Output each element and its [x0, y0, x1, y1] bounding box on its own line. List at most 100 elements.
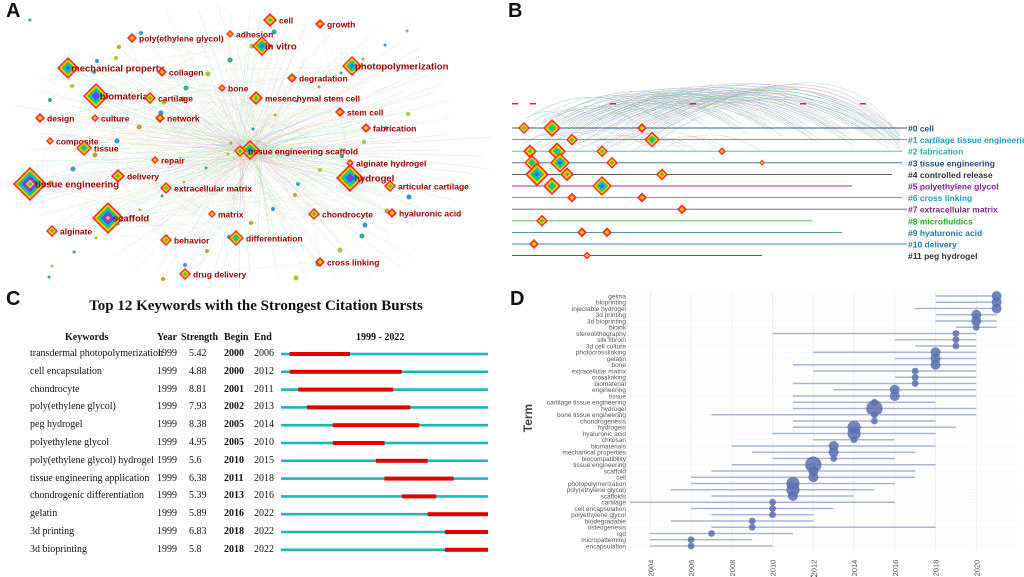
network-edge	[261, 56, 307, 148]
network-small-node	[362, 140, 366, 144]
network-small-node	[249, 221, 253, 225]
network-edge	[197, 89, 260, 142]
timeline-node-ring	[610, 160, 614, 165]
network-edge	[94, 77, 293, 119]
network-edge	[246, 149, 308, 280]
timeline-arc	[638, 86, 901, 143]
timeline-arc	[561, 87, 901, 146]
network-edge	[51, 150, 241, 232]
network-edge	[67, 67, 393, 214]
network-keyword-label: cell	[279, 16, 293, 26]
term-point	[952, 330, 960, 337]
network-edge	[100, 137, 248, 160]
burst-end-cell: 2006	[254, 348, 274, 359]
network-edge	[83, 141, 245, 151]
network-edge	[240, 18, 260, 154]
burst-year-cell: 1999	[157, 526, 177, 537]
term-label: tissue engineering	[573, 462, 626, 469]
network-edge	[161, 65, 353, 73]
term-label: biodegradable	[585, 518, 627, 525]
network-node-ring	[159, 69, 165, 75]
network-node	[315, 257, 325, 267]
burst-bar	[375, 458, 428, 463]
network-edge	[243, 155, 387, 158]
network-keyword-label: scaffold	[113, 214, 150, 225]
timeline-arc	[547, 92, 766, 128]
network-node	[155, 113, 165, 123]
burst-end-cell: 2012	[254, 365, 274, 377]
network-edge	[339, 111, 391, 187]
burst-keyword-cell: 3d printing	[30, 526, 75, 537]
network-edge	[131, 33, 231, 39]
network-node	[342, 56, 362, 76]
timeline-node	[718, 147, 726, 156]
network-edge	[154, 159, 393, 214]
network-edge	[62, 63, 257, 157]
network-edge	[144, 40, 257, 157]
network-keyword-label: alginate hydrogel	[356, 159, 426, 169]
timeline-node	[637, 123, 647, 133]
network-keyword-label: tissue	[94, 144, 119, 154]
burst-end-cell: 2022	[254, 543, 274, 555]
timeline-cluster-label: #9 hyaluronic acid	[908, 228, 982, 238]
network-edge	[246, 149, 402, 269]
timeline-node-ring	[639, 125, 645, 131]
timeline-arc	[617, 92, 796, 122]
network-small-node	[70, 166, 76, 172]
term-label: hydrogel	[601, 406, 626, 413]
header-range: 1999 - 2022	[356, 332, 405, 343]
burst-baseline	[281, 548, 488, 552]
x-tick-label: 2006	[687, 560, 696, 577]
network-edge	[218, 152, 254, 235]
network-node	[387, 208, 397, 218]
timeline-year-marker	[512, 103, 518, 105]
timeline-node	[543, 119, 561, 137]
network-edge	[40, 133, 248, 148]
term-point	[687, 536, 695, 544]
timeline-node	[644, 131, 660, 148]
network-edge	[29, 37, 133, 185]
network-edge	[89, 149, 239, 160]
network-edge	[158, 158, 239, 283]
timeline-node-ring	[720, 149, 724, 154]
network-node	[83, 83, 109, 109]
network-edge	[243, 155, 305, 190]
timeline-node-ring	[585, 253, 589, 258]
burst-keyword-cell: chondrocyte	[30, 383, 80, 395]
network-keyword-label: degradation	[299, 74, 348, 84]
network-edge	[252, 155, 335, 186]
timeline-cluster-label: #11 peg hydrogel	[908, 251, 977, 261]
network-edge	[94, 117, 156, 161]
network-small-node	[161, 99, 167, 105]
timeline-arc	[568, 87, 874, 137]
network-edge	[107, 162, 351, 219]
term-point	[830, 455, 838, 462]
timeline-cluster-label: #8 microfluidics	[908, 216, 973, 226]
burst-baseline	[281, 495, 488, 498]
network-edge	[154, 45, 263, 161]
burst-end-cell: 2015	[254, 454, 274, 466]
panel-label-a: A	[6, 0, 21, 22]
network-edge	[256, 152, 263, 247]
network-edge	[165, 187, 393, 214]
burst-keyword-cell: tissue engineering application	[30, 472, 150, 484]
timeline-arc	[631, 89, 868, 128]
network-edge	[107, 56, 242, 145]
timeline-year-marker	[690, 103, 696, 105]
network-edge	[39, 117, 213, 215]
network-edge	[149, 97, 241, 152]
timeline-year-marker	[860, 103, 866, 105]
header-keywords: Keywords	[65, 332, 109, 343]
burst-keyword-cell: 3d bioprinting	[30, 543, 87, 555]
network-edge	[165, 131, 263, 142]
timeline-cluster-label: #0 cell	[908, 124, 934, 134]
network-node	[226, 30, 234, 38]
network-edge	[154, 127, 367, 161]
term-label: biomaterials	[591, 443, 627, 450]
network-edge	[246, 15, 280, 145]
term-label: cartilage tissue engineering	[547, 400, 627, 407]
term-label: hyaluronic acid	[583, 431, 627, 438]
term-label: cell	[616, 475, 626, 482]
timeline-node	[567, 192, 577, 203]
network-edge	[142, 140, 245, 145]
